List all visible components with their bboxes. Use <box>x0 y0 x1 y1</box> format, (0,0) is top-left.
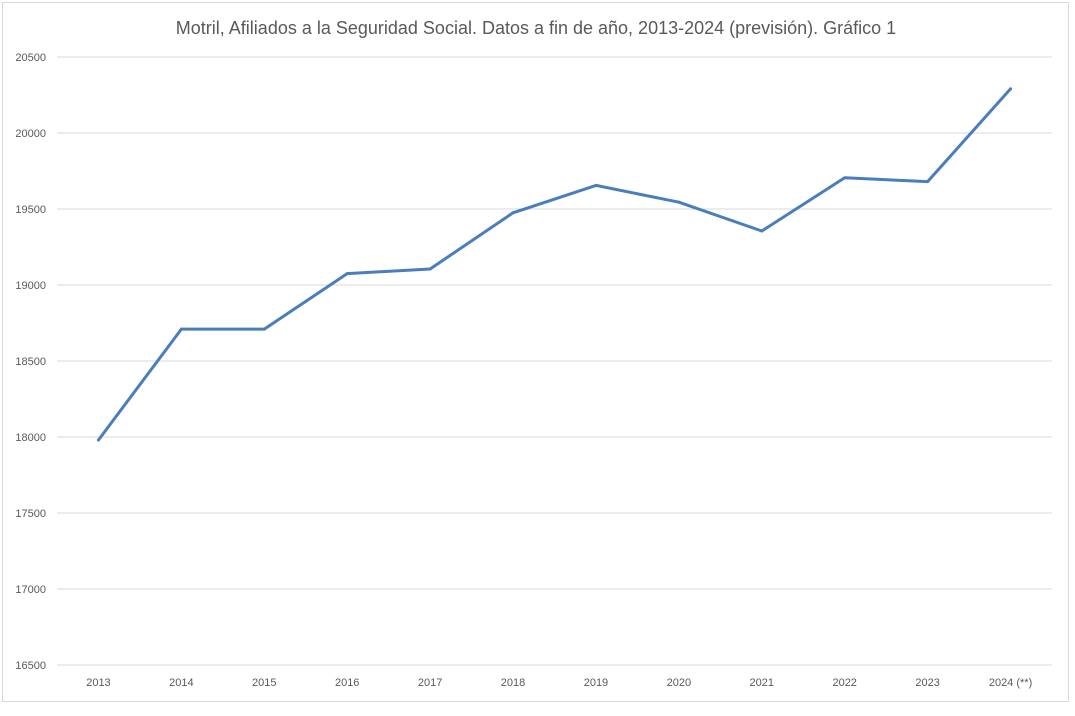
y-tick-label: 17000 <box>15 584 46 596</box>
x-tick-label: 2019 <box>584 677 608 689</box>
x-tick-label: 2015 <box>252 677 276 689</box>
y-tick-label: 16500 <box>15 660 46 672</box>
y-axis-ticks: 16500 17000 17500 18000 18500 19000 19500 20000… <box>15 52 46 672</box>
data-point <box>760 229 764 233</box>
x-axis-ticks: 2013 2014 2015 2016 2017 2018 2019 2020 2021 2022… <box>86 677 1032 689</box>
data-point <box>428 267 432 271</box>
series-group <box>96 87 1013 442</box>
x-tick-label: 2014 <box>169 677 193 689</box>
data-point <box>262 327 266 331</box>
y-tick-label: 20000 <box>15 128 46 140</box>
x-tick-label: 2021 <box>750 677 774 689</box>
x-tick-label: 2016 <box>335 677 359 689</box>
gridlines <box>57 56 1052 666</box>
x-tick-label: 2024 (**) <box>989 677 1032 689</box>
x-tick-label: 2023 <box>915 677 939 689</box>
x-tick-label: 2020 <box>667 677 691 689</box>
data-point <box>594 183 598 187</box>
y-tick-label: 18500 <box>15 356 46 368</box>
series-line <box>97 87 1012 442</box>
data-point <box>511 211 515 215</box>
y-tick-label: 19000 <box>15 280 46 292</box>
data-point <box>179 327 183 331</box>
data-point <box>345 272 349 276</box>
data-point <box>843 176 847 180</box>
data-point <box>1009 87 1013 91</box>
x-tick-label: 2018 <box>501 677 525 689</box>
y-tick-label: 19500 <box>15 204 46 216</box>
data-point <box>677 200 681 204</box>
chart-frame <box>2 2 1069 702</box>
chart-title: Motril, Afiliados a la Seguridad Social.… <box>176 18 896 38</box>
y-tick-label: 17500 <box>15 508 46 520</box>
x-tick-label: 2013 <box>86 677 110 689</box>
x-tick-label: 2017 <box>418 677 442 689</box>
data-point <box>926 180 930 184</box>
y-tick-label: 20500 <box>15 52 46 64</box>
data-point <box>96 438 100 442</box>
y-tick-label: 18000 <box>15 432 46 444</box>
x-tick-label: 2022 <box>832 677 856 689</box>
